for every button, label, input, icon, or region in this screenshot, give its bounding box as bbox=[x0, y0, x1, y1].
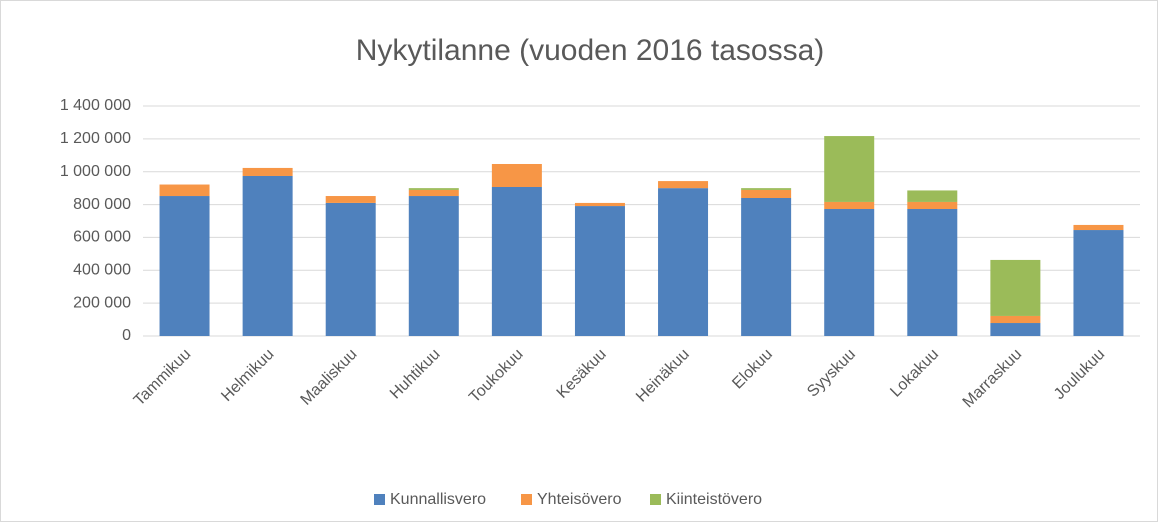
legend-label: Kunnallisvero bbox=[390, 491, 486, 508]
bar-segment bbox=[574, 202, 625, 207]
y-tick-label: 600 000 bbox=[73, 229, 131, 246]
bar-segment bbox=[907, 209, 958, 336]
bar-segment bbox=[574, 206, 625, 336]
bar-segment bbox=[658, 188, 709, 336]
bar-segment bbox=[242, 167, 293, 176]
y-tick-label: 400 000 bbox=[73, 262, 131, 279]
bar-segment bbox=[907, 190, 958, 202]
bar-segment bbox=[741, 198, 792, 336]
bar-segment bbox=[824, 136, 875, 202]
y-tick-label: 800 000 bbox=[73, 196, 131, 213]
bar-segment bbox=[408, 196, 459, 336]
bar-segment bbox=[824, 209, 875, 336]
bar-segment bbox=[408, 188, 459, 190]
bar-segment bbox=[990, 323, 1041, 336]
y-tick-label: 0 bbox=[122, 327, 131, 344]
bar-segment bbox=[325, 202, 376, 336]
bar-segment bbox=[907, 201, 958, 210]
y-tick-label: 200 000 bbox=[73, 294, 131, 311]
bar-segment bbox=[990, 315, 1041, 324]
bar-segment bbox=[1073, 230, 1124, 336]
bar-segment bbox=[658, 181, 709, 189]
y-tick-label: 1 000 000 bbox=[60, 163, 131, 180]
bar-segment bbox=[159, 196, 210, 336]
bar-segment bbox=[491, 163, 542, 187]
bar-segment bbox=[491, 186, 542, 336]
legend-swatch bbox=[650, 494, 661, 505]
legend-label: Kiinteistövero bbox=[666, 491, 762, 508]
bar-segment bbox=[741, 188, 792, 190]
bar-segment bbox=[325, 196, 376, 203]
bar-segment bbox=[824, 201, 875, 210]
legend-swatch bbox=[374, 494, 385, 505]
bar-segment bbox=[408, 189, 459, 197]
bar-segment bbox=[242, 175, 293, 336]
bar-segment bbox=[159, 184, 210, 197]
bar-segment bbox=[990, 259, 1041, 316]
y-tick-label: 1 400 000 bbox=[60, 97, 131, 114]
bar-segment bbox=[1073, 224, 1124, 231]
legend-swatch bbox=[521, 494, 532, 505]
y-tick-label: 1 200 000 bbox=[60, 130, 131, 147]
chart-title: Nykytilanne (vuoden 2016 tasossa) bbox=[356, 34, 825, 67]
legend-label: Yhteisövero bbox=[537, 491, 622, 508]
bar-segment bbox=[741, 189, 792, 198]
